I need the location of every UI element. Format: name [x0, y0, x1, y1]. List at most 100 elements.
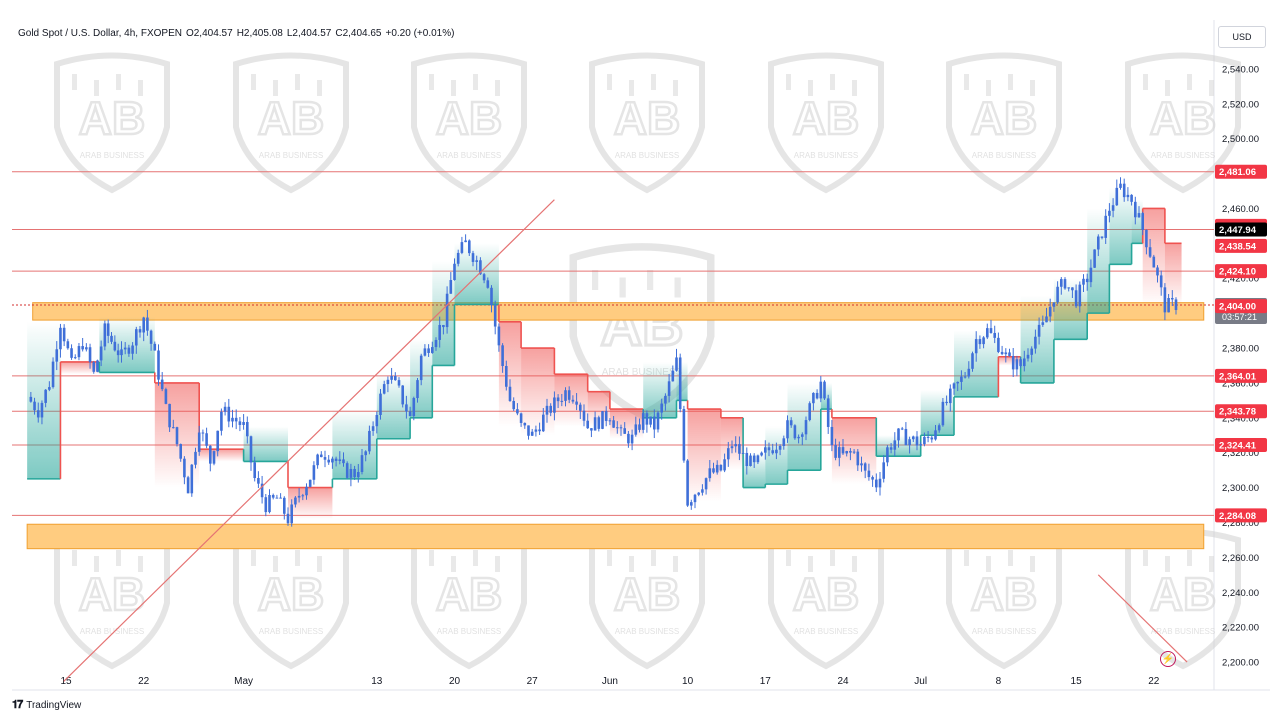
- candle-body: [1156, 267, 1159, 276]
- candle-body: [1137, 213, 1141, 218]
- candle-body: [967, 368, 971, 377]
- candle-body: [849, 451, 852, 453]
- x-tick-label: Jul: [914, 676, 927, 687]
- candle-body: [1148, 247, 1152, 257]
- candle-body: [667, 381, 671, 396]
- watermark-candle: [1008, 74, 1013, 90]
- x-tick-label: 17: [760, 676, 772, 687]
- price-label-bg: [1215, 438, 1267, 453]
- currency-selector[interactable]: USD: [1218, 26, 1266, 48]
- price-label-text: 2,424.10: [1219, 267, 1256, 278]
- candle-body: [856, 451, 860, 466]
- band-fill-up: [676, 361, 688, 401]
- price-label-bg: [1215, 508, 1267, 523]
- candle-body: [103, 323, 107, 347]
- x-tick-label: 20: [449, 676, 461, 687]
- candle-body: [408, 411, 412, 417]
- candle-body: [1000, 351, 1004, 355]
- candle-body: [146, 317, 149, 331]
- candle-body: [179, 444, 182, 459]
- watermark-text: ARAB BUSINESS: [794, 151, 858, 160]
- watermark-shield: [1125, 52, 1241, 194]
- candle-body: [638, 424, 641, 430]
- tradingview-logo[interactable]: 𝟏𝟕 TradingView: [12, 699, 81, 712]
- x-tick-label: 22: [138, 676, 150, 687]
- flash-icon[interactable]: ⚡: [1160, 651, 1176, 667]
- candle-body: [197, 432, 201, 452]
- candle-body: [560, 400, 564, 402]
- y-tick-label: 2,360.00: [1222, 378, 1259, 389]
- candle-body: [564, 390, 567, 401]
- candle-body: [246, 422, 249, 437]
- candle-body: [1108, 210, 1111, 216]
- watermark-text: ARAB BUSINESS: [80, 627, 144, 636]
- candle-body: [164, 389, 168, 404]
- candle-body: [1089, 267, 1093, 283]
- candle-body: [556, 397, 560, 402]
- candle-body: [823, 381, 826, 399]
- candle-body: [449, 280, 453, 294]
- symbol-title[interactable]: Gold Spot / U.S. Dollar, 4h, FXOPEN: [18, 28, 182, 39]
- watermark-monogram: AB: [971, 568, 1037, 620]
- candle-body: [475, 260, 478, 262]
- candle-body: [867, 470, 871, 478]
- candle-body: [242, 422, 245, 425]
- candle-body: [1163, 287, 1167, 313]
- candle-body: [231, 417, 234, 422]
- candle-body: [183, 458, 186, 478]
- candle-body: [586, 420, 589, 429]
- candle-body: [838, 447, 841, 458]
- candle-body: [345, 463, 349, 478]
- candle-body: [900, 428, 904, 430]
- candle-body: [1167, 298, 1170, 313]
- band-fill-up: [643, 361, 677, 418]
- watermark-candle: [251, 74, 256, 90]
- candle-body: [73, 357, 77, 359]
- candle-body: [875, 479, 878, 488]
- watermark-candle: [852, 556, 857, 572]
- candle-body: [397, 380, 401, 386]
- band-fill-up: [27, 321, 61, 479]
- change-value: +0.20 (+0.01%): [385, 28, 455, 39]
- price-label-text: 2,481.06: [1219, 167, 1256, 178]
- candle-body: [1082, 278, 1085, 285]
- support-zone: [26, 523, 1205, 550]
- watermark-monogram: AB: [79, 568, 145, 620]
- candle-body: [749, 455, 752, 467]
- watermark-monogram: AB: [614, 568, 680, 620]
- band-fill-up: [787, 382, 821, 471]
- candle-body: [719, 464, 723, 471]
- x-tick-label: 8: [996, 676, 1002, 687]
- candle-body: [653, 416, 656, 430]
- candle-body: [764, 447, 767, 453]
- watermark-candle: [1030, 80, 1035, 96]
- candle-body: [708, 468, 712, 479]
- watermark-candle: [295, 550, 300, 566]
- price-label-text: 2,447.94: [1219, 225, 1257, 236]
- watermark-candle: [830, 74, 835, 90]
- watermark-candle: [1209, 80, 1214, 96]
- watermark-candle: [651, 74, 656, 90]
- candle-body: [530, 431, 534, 436]
- candle-body: [738, 444, 741, 454]
- low-value: L2,404.57: [286, 28, 332, 39]
- candle-body: [99, 346, 103, 361]
- band-fill-down: [587, 391, 610, 427]
- watermark-shield: [768, 52, 884, 194]
- y-tick-label: 2,320.00: [1222, 448, 1259, 459]
- x-tick-label: 10: [682, 676, 694, 687]
- watermark-shield: [946, 52, 1062, 194]
- watermark-candle: [964, 550, 969, 566]
- candle-body: [371, 426, 375, 431]
- candle-body: [971, 353, 974, 369]
- candle-body: [878, 478, 882, 488]
- candle-body: [712, 468, 715, 473]
- candle-body: [989, 328, 993, 333]
- price-label-text: 2,438.54: [1219, 241, 1257, 252]
- watermark-candle: [94, 556, 99, 572]
- band-fill-down: [1164, 243, 1182, 307]
